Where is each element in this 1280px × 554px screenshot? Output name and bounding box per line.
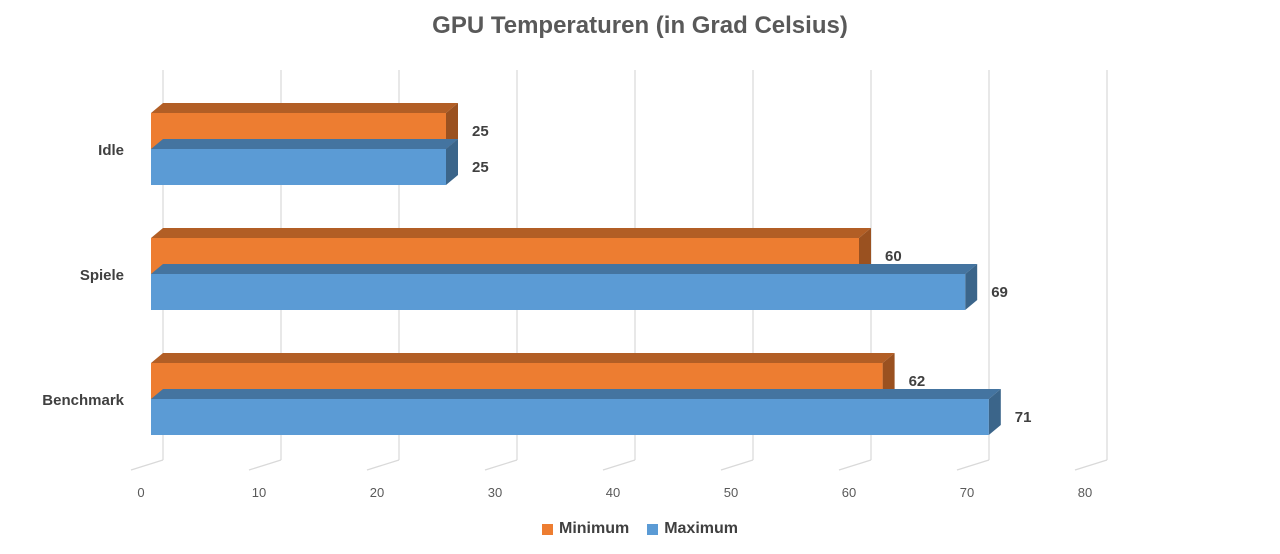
data-label: 71: [1015, 409, 1032, 426]
x-tick-label: 50: [724, 485, 738, 500]
bar-side-face: [446, 103, 458, 149]
bar-top-face: [151, 228, 871, 238]
legend-swatch-minimum: [541, 523, 553, 535]
bar-top-face: [151, 264, 978, 274]
bar-side-face: [882, 353, 895, 399]
data-label: 25: [472, 123, 489, 140]
bar-top-face: [151, 139, 458, 149]
x-tick-label: 60: [842, 485, 856, 500]
bar-maximum-spiele: [151, 274, 966, 310]
floor-gridline: [366, 459, 400, 471]
floor-gridline: [1074, 459, 1108, 471]
legend-label-maximum: Maximum: [664, 520, 738, 537]
floor-gridline: [248, 459, 282, 471]
data-label: 69: [991, 284, 1008, 301]
chart-title: GPU Temperaturen (in Grad Celsius): [432, 12, 848, 39]
x-tick-label: 30: [488, 485, 502, 500]
bar-side-face: [988, 389, 1001, 435]
bar-maximum-benchmark: [151, 399, 989, 435]
bar-top-face: [151, 353, 895, 363]
bar-side-face: [965, 264, 978, 310]
bar-side-face: [859, 228, 871, 274]
floor-gridline: [956, 459, 990, 471]
category-label: Idle: [98, 142, 124, 159]
x-tick-label: 80: [1078, 485, 1092, 500]
floor-gridline: [720, 459, 754, 471]
data-label: 25: [472, 159, 489, 176]
floor-gridline: [130, 459, 164, 471]
data-label: 62: [909, 373, 926, 390]
x-tick-label: 40: [606, 485, 620, 500]
legend-item-maximum[interactable]: Maximum: [647, 520, 738, 538]
floor-gridline: [484, 459, 518, 471]
legend: Minimum Maximum: [0, 520, 1280, 538]
x-tick-label: 0: [137, 485, 144, 500]
bar-maximum-idle: [151, 149, 446, 185]
floor-gridline: [838, 459, 872, 471]
bar-side-face: [446, 139, 458, 185]
category-label: Spiele: [80, 267, 124, 284]
category-label: Benchmark: [42, 392, 124, 409]
data-label: 60: [885, 248, 902, 265]
x-tick-label: 70: [960, 485, 974, 500]
legend-label-minimum: Minimum: [558, 520, 630, 537]
floor-gridline: [602, 459, 636, 471]
bar-top-face: [151, 103, 458, 113]
legend-item-minimum[interactable]: Minimum: [541, 520, 630, 538]
legend-swatch-maximum: [647, 523, 659, 535]
x-tick-label: 20: [370, 485, 384, 500]
bar-top-face: [151, 389, 1001, 399]
x-tick-label: 10: [252, 485, 266, 500]
